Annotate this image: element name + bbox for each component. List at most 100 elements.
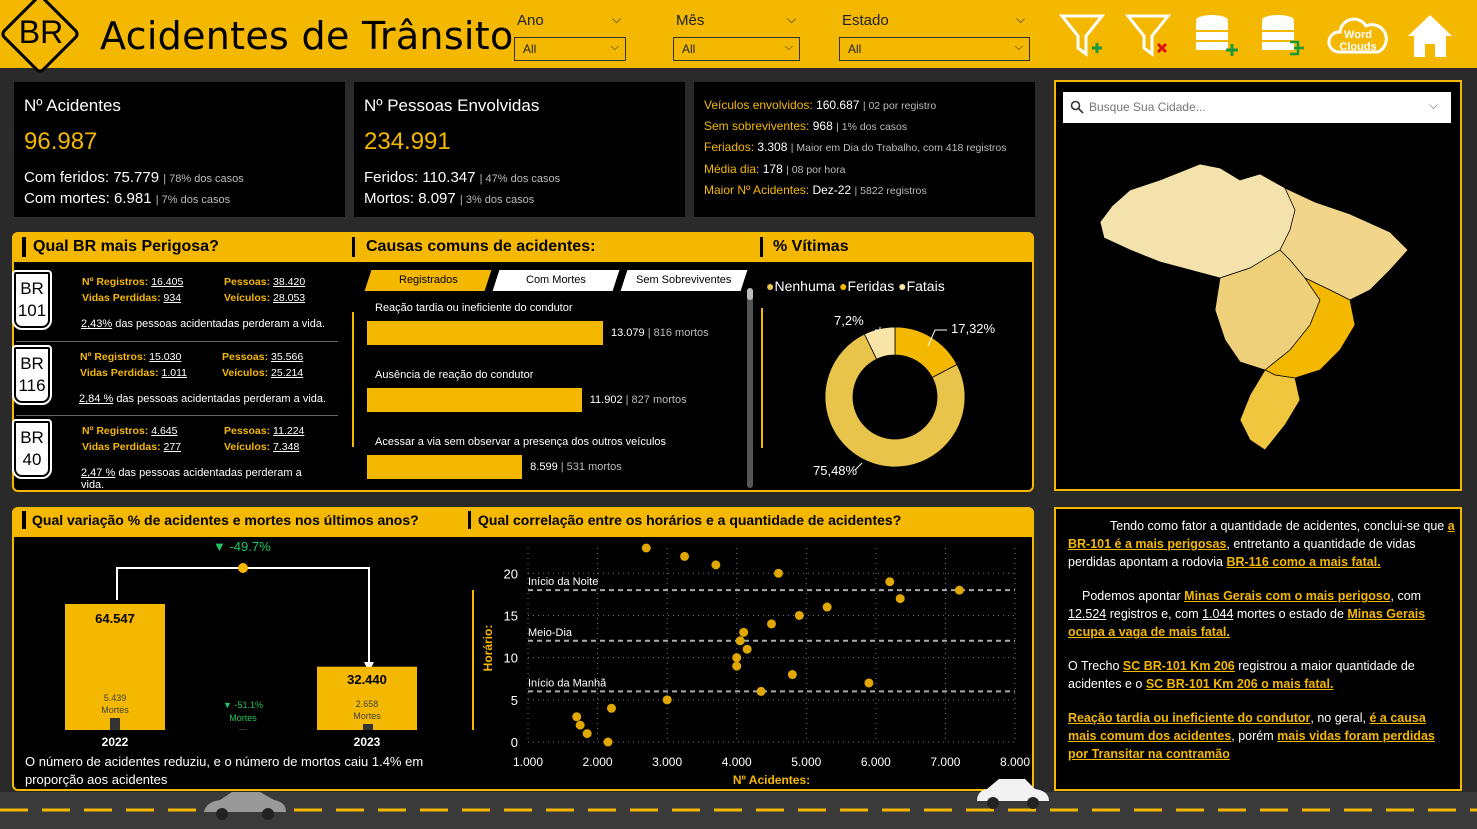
scatter-point[interactable] [662,695,672,705]
donut-slice-nenhuma[interactable] [824,333,966,468]
tab-registrados[interactable]: Registrados [364,270,492,291]
scatter-point[interactable] [885,577,895,587]
scrollbar[interactable] [747,288,753,488]
br-stat-label: Pessoas: [224,276,271,288]
city-search-box[interactable]: ⌵ [1063,92,1451,123]
donut-slice-fatais[interactable] [863,326,896,360]
tab-com-mortes[interactable]: Com Mortes [492,270,620,291]
info-key: Veículos envolvidos: [704,98,813,112]
cause-label: Acessar a via sem observar a presença do… [375,436,667,448]
section-marker [760,237,763,257]
scatter-point[interactable] [735,636,745,646]
brazil-map[interactable] [1090,150,1430,480]
br-pct-text: das pessoas acidentadas perderam a vida. [116,393,327,405]
variation-note: O número de acidentes reduziu, e o númer… [25,754,424,787]
scatter-point[interactable] [773,568,783,578]
filter-clear-icon[interactable] [1124,12,1172,60]
scatter-point[interactable] [575,720,585,730]
variation-bar-2022[interactable] [65,604,165,730]
database-add-icon[interactable] [1192,12,1240,60]
scatter-point[interactable] [732,653,742,663]
info-key: Média dia: [704,162,760,176]
cause-bar[interactable] [367,455,523,479]
kpi-line-label: Com feridos: [24,169,110,186]
middle-section-header [12,232,1034,262]
br-stat: Vidas Perdidas: 934 [82,292,181,304]
br-stat: Vidas Perdidas: 277 [82,441,181,453]
br-card-40[interactable]: BR 40 Nº Registros: 4.645 Pessoas: 11.224… [8,419,328,491]
chevron-down-icon[interactable]: ⌵ [1429,98,1439,112]
database-export-icon[interactable] [1258,12,1306,60]
section-marker [352,237,355,257]
br-stat-value: 934 [163,292,182,304]
br-stat-label: Veículos: [222,367,269,379]
word-clouds-icon[interactable] [1326,12,1388,60]
scatter-point[interactable] [739,627,749,637]
kpi-line-value: 8.097 [418,190,456,207]
label-feridas: 17,32% [951,321,996,336]
conclusion-paragraph: O Trecho SC BR-101 Km 206 registrou a ma… [1068,657,1456,693]
br-stat-value: 7.348 [273,441,300,453]
scatter-chart: 1.000 2.000 3.000 4.000 5.000 6.000 7.000 8.000… [472,543,1030,787]
br-stat-label: Pessoas: [222,351,269,363]
shield-br: BR [20,354,44,373]
info-line: Feriados: 3.308 | Maior em Dia do Trabal… [704,140,1007,154]
scatter-point[interactable] [603,737,613,747]
br-shield-icon: BR 101 [12,270,52,330]
scatter-point[interactable] [742,644,752,654]
region-south[interactable] [1239,369,1301,451]
deaths-value: 5.439 [103,693,127,703]
y-tick-label: 5 [511,693,518,708]
shield-num: 40 [22,450,42,469]
br-card-116[interactable]: BR 116 Nº Registros: 15.030 Pessoas: 35.5… [8,345,328,415]
kpi-line-value: 6.981 [114,190,152,207]
scatter-point[interactable] [680,551,690,561]
scatter-point[interactable] [767,619,776,629]
br-stat-label: Nº Registros: [80,351,147,363]
chevron-down-icon[interactable]: ⌵ [612,12,622,26]
y-tick-label: 15 [504,608,518,623]
scatter-point[interactable] [606,703,616,713]
label-nenhuma: 75,48% [813,463,858,478]
bar-value-2022: 64.547 [95,611,135,626]
scatter-point[interactable] [787,670,797,680]
br-stat-value: 16.405 [151,276,184,288]
city-search-input[interactable] [1089,96,1419,118]
scrollbar-thumb[interactable] [747,288,753,300]
scatter-point[interactable] [954,585,964,595]
reference-label: Meio-Dia [528,627,573,639]
scatter-point[interactable] [864,678,874,688]
cause-bar[interactable] [367,388,582,412]
filter-estado-select[interactable]: All ⌵ [839,37,1030,61]
deaths-2022: 5.439 Mortes [65,692,165,716]
scatter-point[interactable] [756,686,766,696]
x-tick-label: 5.000 [791,755,821,769]
br-shield-icon: BR 40 [12,419,52,479]
chevron-down-icon[interactable]: ⌵ [1016,12,1026,26]
shield-br: BR [20,428,44,447]
filter-mes-select[interactable]: All ⌵ [673,37,800,61]
filter-add-icon[interactable] [1058,12,1106,60]
br-pct-value: 2,43% [81,318,113,330]
variation-bar-2023[interactable] [317,666,417,730]
cause-value: 8.599 | 531 mortos [530,461,622,473]
text: O Trecho [1068,659,1120,673]
tab-sem-sobreviventes[interactable]: Sem Sobreviventes [620,270,748,291]
scatter-point[interactable] [641,543,651,553]
scatter-point[interactable] [732,661,742,671]
scatter-point[interactable] [711,560,721,570]
filter-ano-select[interactable]: All ⌵ [514,37,626,61]
scatter-point[interactable] [794,610,804,620]
chevron-down-icon[interactable]: ⌵ [787,12,797,26]
divider [761,308,763,448]
scatter-point[interactable] [822,602,832,612]
scatter-point[interactable] [895,594,905,604]
cause-bar[interactable] [367,321,603,345]
conclusion-paragraph: Reação tardia ou ineficiente do condutor… [1068,709,1456,763]
br-stat-value: 1.011 [161,367,188,379]
br-card-101[interactable]: BR 101 Nº Registros: 16.405 Pessoas: 38.4… [8,270,328,340]
home-icon[interactable] [1406,12,1454,60]
br-pct-text: das pessoas acidentadas perderam a vida. [81,467,302,491]
scatter-point[interactable] [582,729,592,739]
scatter-point[interactable] [572,712,582,722]
